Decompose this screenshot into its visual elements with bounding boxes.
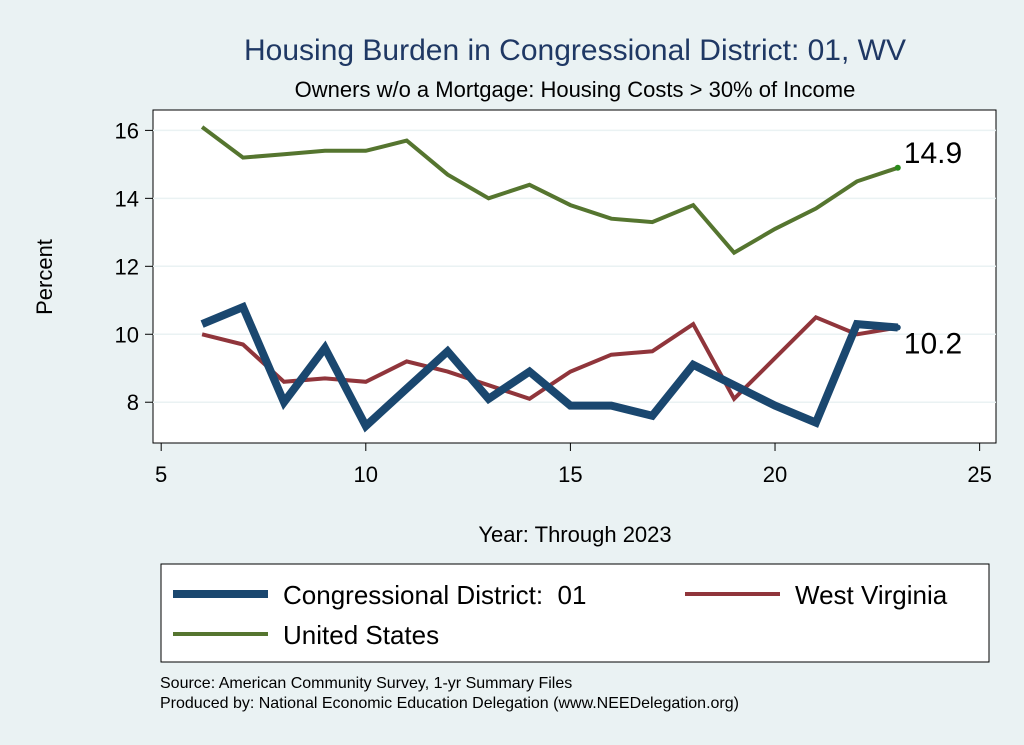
end-point-marker: [894, 164, 901, 171]
y-tick-label: 8: [127, 390, 139, 415]
x-tick-label: 20: [763, 462, 787, 487]
end-point-marker: [894, 324, 901, 331]
y-tick-label: 12: [115, 254, 139, 279]
axes: 8 10 12 14 16 5 10 15 20 25: [115, 118, 992, 487]
y-tick-label: 14: [115, 186, 139, 211]
end-value-label: 10.2: [904, 327, 962, 360]
end-labels: 10.2 14.9: [894, 137, 962, 360]
legend-label: United States: [283, 620, 439, 650]
legend-label: West Virginia: [795, 580, 948, 610]
end-value-label: 14.9: [904, 137, 962, 170]
legend-label: Congressional District: 01: [283, 580, 586, 610]
x-tick-label: 15: [558, 462, 582, 487]
y-axis-title: Percent: [32, 239, 57, 315]
x-axis-title: Year: Through 2023: [478, 522, 671, 547]
series-lines: [200, 125, 899, 433]
y-tick-label: 10: [115, 322, 139, 347]
chart-title: Housing Burden in Congressional District…: [244, 34, 906, 67]
series-line-district: [200, 301, 899, 433]
x-tick-label: 10: [354, 462, 378, 487]
y-tick-label: 16: [115, 118, 139, 143]
series-line-united-states: [200, 125, 899, 256]
x-tick-label: 5: [155, 462, 167, 487]
producer-note: Produced by: National Economic Education…: [160, 695, 739, 712]
legend: Congressional District: 01 West Virginia U…: [173, 580, 948, 650]
source-note: Source: American Community Survey, 1-yr …: [160, 675, 572, 692]
x-tick-label: 25: [967, 462, 991, 487]
legend-box: [160, 563, 990, 663]
chart-subtitle: Owners w/o a Mortgage: Housing Costs > 3…: [295, 77, 856, 102]
